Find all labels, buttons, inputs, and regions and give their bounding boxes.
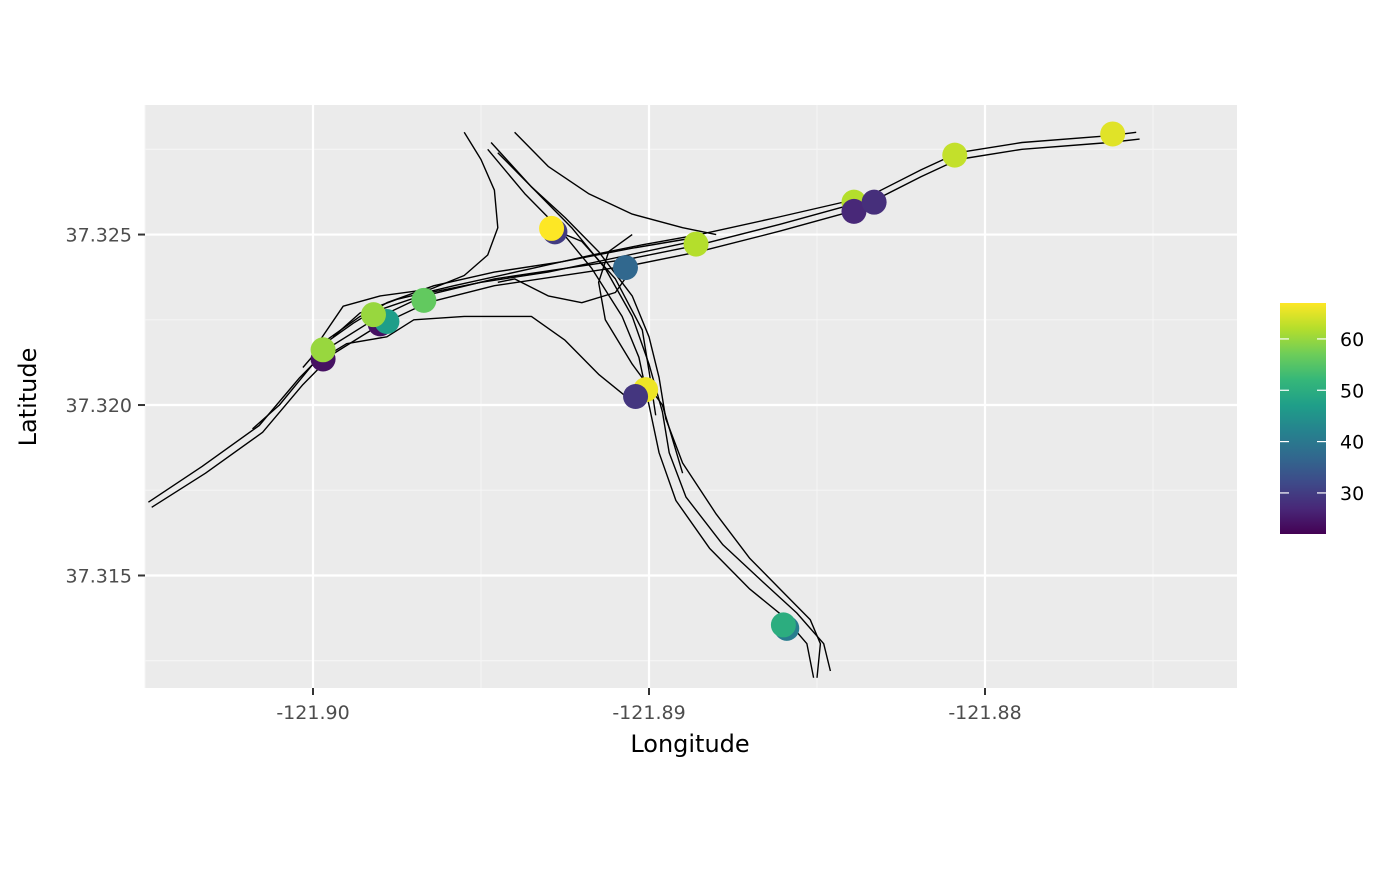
- data-point: [1100, 121, 1126, 147]
- legend-label: 30: [1340, 483, 1364, 505]
- y-tick-label: 37.320: [66, 395, 132, 417]
- data-point: [310, 337, 336, 363]
- road-line: [514, 131, 717, 236]
- x-tick-label: -121.90: [276, 702, 349, 724]
- data-point: [683, 231, 709, 257]
- data-point: [623, 384, 649, 409]
- x-tick-label: -121.88: [948, 702, 1021, 724]
- legend-label: 40: [1340, 432, 1364, 454]
- data-point: [411, 287, 437, 313]
- x-axis-title: Longitude: [630, 730, 749, 758]
- data-point: [539, 215, 565, 241]
- y-axis-ticks: 37.315 37.320 37.325: [66, 225, 145, 587]
- road-line: [597, 234, 684, 474]
- y-tick-label: 37.315: [66, 565, 132, 587]
- x-axis-ticks: -121.90 -121.89 -121.88: [276, 688, 1022, 724]
- y-tick-label: 37.325: [66, 225, 132, 247]
- minor-gridlines: [144, 105, 1237, 688]
- data-point: [942, 142, 968, 168]
- legend-label: 60: [1340, 329, 1364, 351]
- data-points: [310, 121, 1126, 641]
- road-line: [497, 268, 633, 304]
- data-point: [770, 612, 796, 638]
- x-tick-label: -121.89: [612, 702, 685, 724]
- data-point: [861, 189, 887, 215]
- road-line: [252, 315, 633, 430]
- legend-ticks: 30 40 50 60: [1280, 329, 1364, 505]
- data-point: [612, 255, 638, 281]
- road-line: [319, 237, 693, 348]
- color-legend: 30 40 50 60: [1280, 303, 1364, 534]
- legend-label: 50: [1340, 380, 1364, 402]
- plot-panel: [145, 105, 1237, 688]
- road-line: [312, 131, 499, 351]
- road-line: [497, 152, 832, 672]
- y-axis-title: Latitude: [14, 348, 42, 447]
- data-point: [360, 302, 386, 328]
- legend-colorbar: [1280, 303, 1326, 534]
- data-point: [841, 198, 867, 224]
